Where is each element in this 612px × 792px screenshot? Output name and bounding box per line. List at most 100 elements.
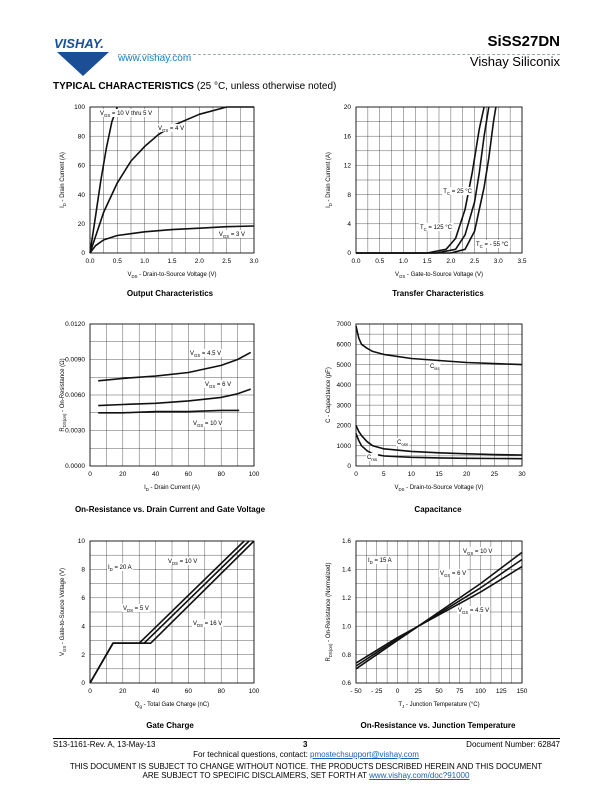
annotation-bg — [167, 557, 199, 565]
annotation-bg — [475, 240, 511, 248]
x-axis-label: VGS - Gate-to-Source Voltage (V) — [395, 272, 483, 279]
y-tick-label: 0.0090 — [65, 357, 85, 364]
plot-frame — [355, 323, 523, 467]
series-line-1 — [355, 325, 523, 366]
y-axis-label: RDS(on) - On-Resistance (Normalized) — [326, 562, 333, 661]
footer-support-email[interactable]: pmostechsupport@vishay.com — [310, 750, 419, 759]
annotation-bg — [442, 187, 474, 195]
chart-2: 0.0 0.5 1.0 1.5 2.0 2.5 3.0 3.5 0 4 8 12 16 20 VGS - G… — [326, 104, 527, 279]
y-tick-label: 1.2 — [342, 595, 351, 602]
y-tick-label: 1.6 — [342, 538, 351, 545]
annotation-label: VGS = 10 V — [193, 421, 222, 428]
x-tick-label: 100 — [249, 471, 260, 478]
series-line-1 — [89, 106, 119, 254]
chart-caption: On-Resistance vs. Drain Current and Gate… — [74, 505, 266, 514]
annotation-label: TC = 125 °C — [420, 225, 453, 232]
y-tick-label: 3000 — [337, 402, 352, 409]
series-line-2 — [89, 106, 254, 254]
x-tick-label: 2.0 — [195, 258, 204, 265]
annotation-label: VGS = 10 V thru 5 V — [100, 111, 152, 118]
header-rule — [118, 54, 560, 55]
annotation-label: VGS = 3 V — [219, 232, 245, 239]
annotation-bg — [396, 438, 410, 446]
y-tick-label: 16 — [344, 133, 352, 140]
chart-5: 0 20 40 60 80 100 0 2 4 6 8 10 Qg - Total Gate Charg… — [60, 538, 260, 709]
y-tick-label: 12 — [344, 163, 352, 170]
vishay-logo-text: VISHAY. — [54, 36, 104, 51]
x-axis-label: VDS - Drain-to-Source Voltage (V) — [394, 485, 483, 492]
x-tick-label: 0 — [88, 471, 92, 478]
annotation-label: Crss — [367, 455, 377, 462]
x-tick-label: 60 — [185, 688, 193, 695]
annotation-bg — [192, 419, 224, 427]
annotation-label: Ciss — [430, 364, 440, 371]
annotation-bg — [107, 563, 133, 571]
x-tick-label: 15 — [435, 471, 443, 478]
x-tick-label: 0.0 — [351, 258, 360, 265]
annotation-label: VDS = 5 V — [123, 606, 149, 613]
y-tick-label: 60 — [78, 163, 86, 170]
y-tick-label: 2000 — [337, 423, 352, 430]
series-line-3 — [355, 565, 523, 664]
annotation-label: Coss — [397, 440, 408, 447]
plot-frame — [89, 540, 255, 684]
annotation-bg — [192, 619, 224, 627]
y-tick-label: 0 — [81, 680, 85, 687]
y-tick-label: 6 — [81, 595, 85, 602]
x-tick-label: 100 — [475, 688, 486, 695]
annotation-label: VGS = 6 V — [440, 571, 466, 578]
y-tick-label: 2 — [81, 652, 85, 659]
footer-disclaimer-link[interactable]: www.vishay.com/doc?91000 — [369, 771, 470, 780]
company-name: Vishay Siliconix — [469, 54, 560, 69]
x-tick-label: 0.5 — [113, 258, 122, 265]
y-tick-label: 20 — [78, 221, 86, 228]
x-tick-label: 3.0 — [494, 258, 503, 265]
y-tick-label: 8 — [81, 567, 85, 574]
y-tick-label: 20 — [344, 104, 352, 111]
annotation-bg — [439, 569, 468, 577]
annotation-bg — [204, 380, 233, 388]
footer-notice-text: ARE SUBJECT TO SPECIFIC DISCLAIMERS, SET… — [142, 771, 370, 780]
x-tick-label: 0 — [354, 471, 358, 478]
x-tick-label: 25 — [491, 471, 499, 478]
annotation-label: VGS = 6 V — [205, 382, 231, 389]
y-tick-label: 4000 — [337, 382, 352, 389]
x-tick-label: 0 — [88, 688, 92, 695]
annotation-label: TC = - 55 °C — [476, 242, 509, 249]
y-tick-label: 0.0000 — [65, 463, 85, 470]
x-axis-label: VDS - Drain-to-Source Voltage (V) — [127, 272, 216, 279]
vishay-logo-triangle — [57, 52, 109, 76]
series-line-3 — [355, 433, 523, 460]
y-tick-label: 0.6 — [342, 680, 351, 687]
footer-notice-line2: ARE SUBJECT TO SPECIFIC DISCLAIMERS, SET… — [0, 771, 612, 780]
annotation-bg — [99, 109, 154, 117]
x-tick-label: 30 — [518, 471, 526, 478]
x-tick-label: 150 — [517, 688, 528, 695]
y-tick-label: 7000 — [337, 321, 352, 328]
y-tick-label: 0.0030 — [65, 428, 85, 435]
x-tick-label: 0.0 — [85, 258, 94, 265]
y-tick-label: 0 — [81, 250, 85, 257]
x-tick-label: 40 — [152, 688, 160, 695]
series-line-1 — [98, 351, 252, 382]
annotation-bg — [189, 349, 223, 357]
annotation-label: VGS = 10 V — [463, 549, 492, 556]
x-tick-label: 60 — [185, 471, 193, 478]
y-tick-label: 100 — [74, 104, 85, 111]
section-subtitle: (25 °C, unless otherwise noted) — [193, 81, 337, 92]
website-link[interactable]: www.vishay.com — [118, 53, 192, 64]
chart-4: 0 5 10 15 20 25 30 0 1000 2000 3000 4000 5000 6000 700… — [326, 321, 526, 492]
annotation-bg — [217, 230, 246, 238]
x-tick-label: 20 — [119, 688, 127, 695]
annotation-label: VGS = 4.5 V — [458, 608, 489, 615]
y-tick-label: 40 — [78, 192, 86, 199]
x-tick-label: 1.5 — [167, 258, 176, 265]
x-tick-label: 1.5 — [423, 258, 432, 265]
x-tick-label: 20 — [119, 471, 127, 478]
x-axis-label: TJ - Junction Temperature (°C) — [398, 702, 479, 709]
x-tick-label: 80 — [218, 688, 226, 695]
x-tick-label: - 25 — [371, 688, 383, 695]
x-tick-label: 2.5 — [470, 258, 479, 265]
series-line-3 — [89, 540, 255, 684]
